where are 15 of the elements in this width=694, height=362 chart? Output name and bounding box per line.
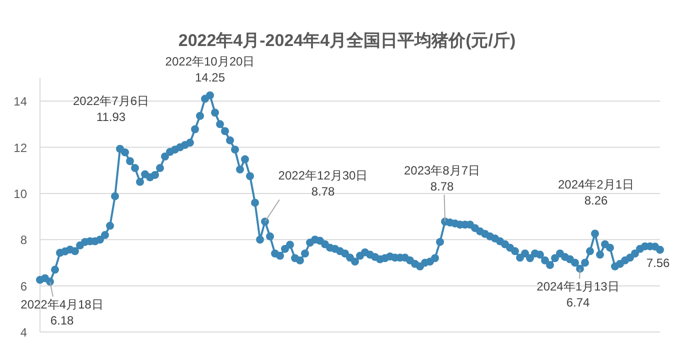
y-tick-label: 14 xyxy=(14,94,28,109)
y-tick-label: 6 xyxy=(20,279,28,294)
annotation: 2022年12月30日 8.78 xyxy=(278,168,368,199)
y-tick-label: 8 xyxy=(20,233,28,248)
annotation: 2024年1月13日 6.74 xyxy=(536,280,620,310)
annotation: 7.56 xyxy=(646,256,670,270)
annotation: 2022年10月20日 14.25 xyxy=(165,54,255,84)
annotation: 2022年4月18日 6.18 xyxy=(20,298,104,328)
annotation: 2023年8月7日 8.78 xyxy=(404,164,480,194)
chart-title: 2022年4月-2024年4月全国日平均猪价(元/斤) xyxy=(178,31,516,50)
y-tick-label: 12 xyxy=(14,140,28,155)
annotation: 2024年2月1日 8.26 xyxy=(558,178,634,208)
y-tick-label: 10 xyxy=(14,186,28,201)
y-tick-label: 4 xyxy=(20,326,28,340)
annotation: 2022年7月6日 11.93 xyxy=(72,94,150,124)
